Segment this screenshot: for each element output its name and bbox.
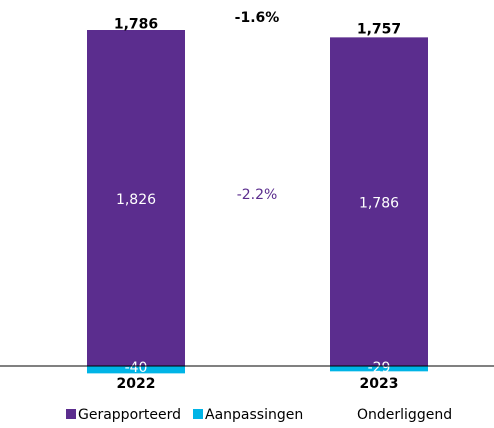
legend-label: Gerapporteerd [78, 407, 181, 423]
legend-label: Aanpassingen [205, 407, 303, 423]
data-label: -29 [368, 360, 391, 376]
bar [330, 37, 428, 366]
legend-swatch [66, 409, 76, 419]
total-label: 1,757 [357, 22, 401, 38]
data-label: 1,786 [359, 196, 399, 212]
legend-swatch [193, 409, 203, 419]
bar [87, 30, 185, 366]
bar [330, 366, 428, 372]
data-label: 1,826 [116, 192, 156, 208]
data-label: -40 [125, 360, 148, 376]
bar [87, 366, 185, 374]
x-tick-label: 2022 [117, 376, 156, 392]
total-label: 1,786 [114, 16, 158, 32]
annotation: -1.6% [235, 10, 280, 26]
x-tick-label: 2023 [360, 376, 399, 392]
annotation: -2.2% [237, 187, 278, 203]
legend-label: Onderliggend [357, 407, 452, 423]
